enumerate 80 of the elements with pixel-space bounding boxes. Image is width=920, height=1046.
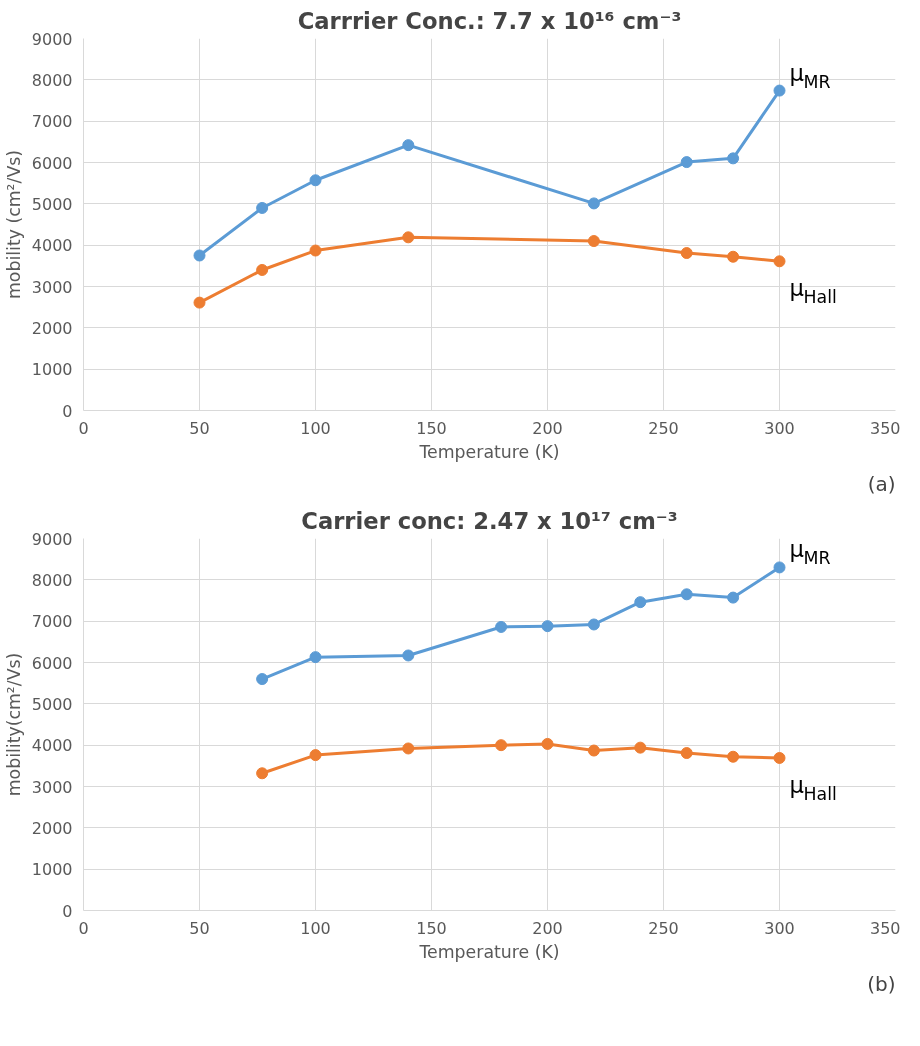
- x-tick-label: 100: [300, 918, 331, 938]
- x-tick-label: 100: [300, 418, 331, 438]
- y-tick-label: 8000: [31, 570, 73, 590]
- point: [773, 561, 786, 574]
- point: [587, 197, 600, 210]
- y-tick-label: 2000: [31, 818, 73, 838]
- point: [680, 747, 693, 760]
- point: [587, 744, 600, 757]
- point: [193, 249, 206, 262]
- y-tick-label: 7000: [31, 612, 73, 632]
- point: [402, 649, 415, 662]
- x-axis-title: Temperature (K): [418, 941, 560, 962]
- point: [587, 618, 600, 631]
- y-axis-title: mobility(cm²/Vs): [3, 652, 24, 797]
- point: [256, 263, 269, 276]
- y-tick-label: 6000: [31, 153, 73, 173]
- point: [680, 247, 693, 260]
- y-tick-label: 0: [62, 901, 73, 921]
- y-tick-label: 7000: [31, 112, 73, 132]
- point: [727, 591, 740, 604]
- x-tick-label: 150: [416, 918, 447, 938]
- point: [402, 139, 415, 152]
- point: [541, 620, 554, 633]
- x-tick-label: 350: [869, 418, 901, 438]
- point: [309, 174, 322, 187]
- point: [193, 296, 206, 309]
- point: [309, 244, 322, 257]
- y-tick-label: 4000: [31, 236, 73, 256]
- point: [309, 651, 322, 664]
- point: [773, 84, 786, 97]
- y-tick-label: 3000: [31, 777, 73, 797]
- point: [773, 255, 786, 268]
- x-tick-label: 0: [78, 918, 89, 938]
- point: [634, 741, 647, 754]
- point: [495, 620, 508, 633]
- point: [680, 588, 693, 601]
- y-tick-label: 9000: [31, 29, 73, 49]
- x-tick-label: 350: [869, 918, 901, 938]
- text: (b): [867, 971, 896, 996]
- x-tick-label: 300: [764, 418, 795, 438]
- point: [680, 156, 693, 169]
- point: [773, 751, 786, 764]
- y-tick-label: 5000: [31, 194, 73, 214]
- point: [256, 201, 269, 214]
- y-tick-label: 9000: [31, 529, 73, 549]
- point: [495, 739, 508, 752]
- text: (a): [867, 471, 896, 496]
- x-tick-label: 0: [78, 418, 89, 438]
- x-axis-title: Temperature (K): [418, 441, 560, 462]
- y-tick-label: 6000: [31, 653, 73, 673]
- point: [309, 749, 322, 762]
- x-tick-label: 200: [532, 918, 563, 938]
- x-tick-label: 50: [189, 418, 210, 438]
- point: [727, 250, 740, 263]
- x-tick-label: 200: [532, 418, 563, 438]
- point: [402, 742, 415, 755]
- point: [587, 235, 600, 248]
- x-tick-label: 150: [416, 418, 447, 438]
- point: [402, 231, 415, 244]
- x-tick-label: 300: [764, 918, 795, 938]
- y-tick-label: 8000: [31, 70, 73, 90]
- point: [256, 673, 269, 686]
- y-tick-label: 2000: [31, 318, 73, 338]
- point: [634, 596, 647, 609]
- y-tick-label: 0: [62, 401, 73, 421]
- point: [727, 152, 740, 165]
- x-tick-label: 250: [648, 418, 679, 438]
- y-tick-label: 3000: [31, 277, 73, 297]
- y-tick-label: 1000: [31, 860, 73, 880]
- x-tick-label: 50: [189, 918, 210, 938]
- x-tick-label: 250: [648, 918, 679, 938]
- point: [541, 737, 554, 750]
- y-tick-label: 1000: [31, 360, 73, 380]
- chart-title: Carrier conc: 2.47 x 10¹⁷ cm⁻³: [301, 507, 678, 534]
- y-axis-title: mobility (cm²/Vs): [3, 149, 24, 300]
- y-tick-label: 5000: [31, 694, 73, 714]
- chart-title: Carrrier Conc.: 7.7 x 10¹⁶ cm⁻³: [297, 7, 682, 34]
- y-tick-label: 4000: [31, 736, 73, 756]
- point: [727, 750, 740, 763]
- point: [256, 767, 269, 780]
